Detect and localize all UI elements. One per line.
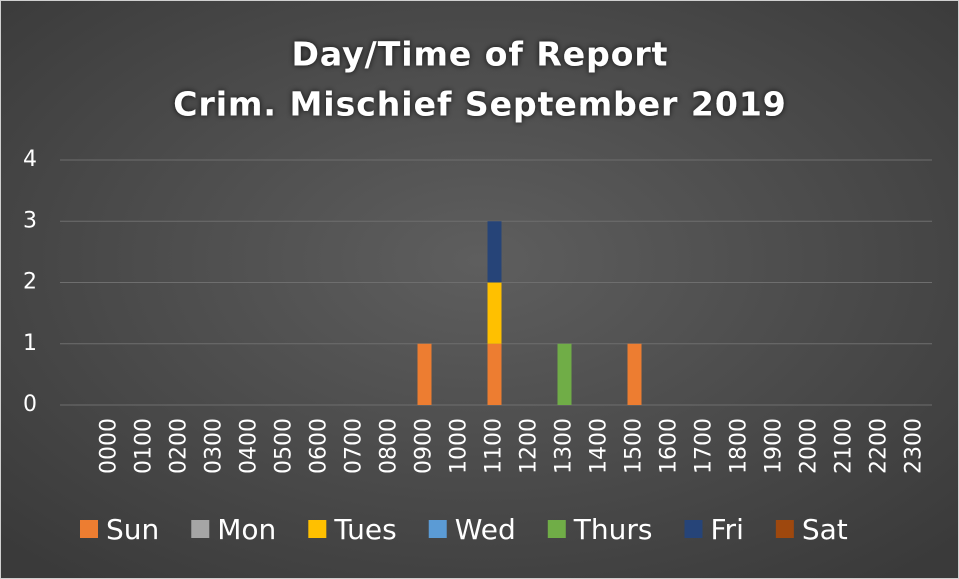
x-tick-label: 1800: [727, 418, 752, 474]
legend-swatch: [428, 520, 447, 538]
x-tick-label: 1700: [692, 418, 717, 474]
x-tick-label: 2300: [902, 418, 927, 474]
legend-swatch: [775, 520, 794, 538]
legend-swatch: [308, 520, 327, 538]
y-tick-label: 0: [23, 392, 37, 417]
x-tick-label: 0400: [237, 418, 262, 474]
y-tick-label: 4: [23, 147, 37, 172]
x-tick-label: 0700: [342, 418, 367, 474]
x-tick-label: 0900: [412, 418, 437, 474]
bar-segment: [487, 343, 502, 405]
x-tick-label: 2200: [867, 418, 892, 474]
x-tick-label: 2100: [832, 418, 857, 474]
x-tick-label: 0200: [167, 418, 192, 474]
y-tick-label: 3: [23, 208, 37, 233]
y-tick-label: 1: [23, 331, 37, 356]
legend-label: Wed: [455, 513, 516, 546]
x-tick-label: 0100: [132, 418, 157, 474]
legend-swatch: [547, 520, 566, 538]
x-tick-label: 0300: [202, 418, 227, 474]
x-tick-label: 0500: [272, 418, 297, 474]
x-tick-label: 1600: [657, 418, 682, 474]
legend-label: Mon: [217, 513, 276, 546]
legend-label: Fri: [710, 513, 743, 546]
legend-label: Tues: [333, 513, 396, 546]
x-tick-label: 1900: [762, 418, 787, 474]
legend-swatch: [191, 520, 210, 538]
x-tick-label: 1200: [517, 418, 542, 474]
bar-segment: [487, 282, 502, 344]
x-tick-label: 0800: [377, 418, 402, 474]
x-tick-label: 0000: [97, 418, 122, 474]
bar-segment: [487, 221, 502, 283]
y-tick-label: 2: [23, 270, 37, 295]
legend-label: Thurs: [573, 513, 653, 546]
x-tick-label: 1500: [622, 418, 647, 474]
bar-segment: [557, 343, 572, 405]
x-tick-label: 1400: [587, 418, 612, 474]
x-tick-label: 0600: [307, 418, 332, 474]
x-tick-label: 1100: [482, 418, 507, 474]
chart-subtitle: Crim. Mischief September 2019: [173, 85, 787, 124]
legend-swatch: [80, 520, 98, 538]
legend-label: Sun: [106, 513, 159, 546]
bar-segment: [417, 343, 432, 405]
x-tick-label: 1000: [447, 418, 472, 474]
x-tick-label: 2000: [797, 418, 822, 474]
bar-segment: [627, 343, 642, 405]
x-tick-label: 1300: [552, 418, 577, 474]
chart-title: Day/Time of Report: [292, 35, 669, 74]
legend-swatch: [684, 520, 703, 538]
legend-label: Sat: [802, 513, 848, 546]
